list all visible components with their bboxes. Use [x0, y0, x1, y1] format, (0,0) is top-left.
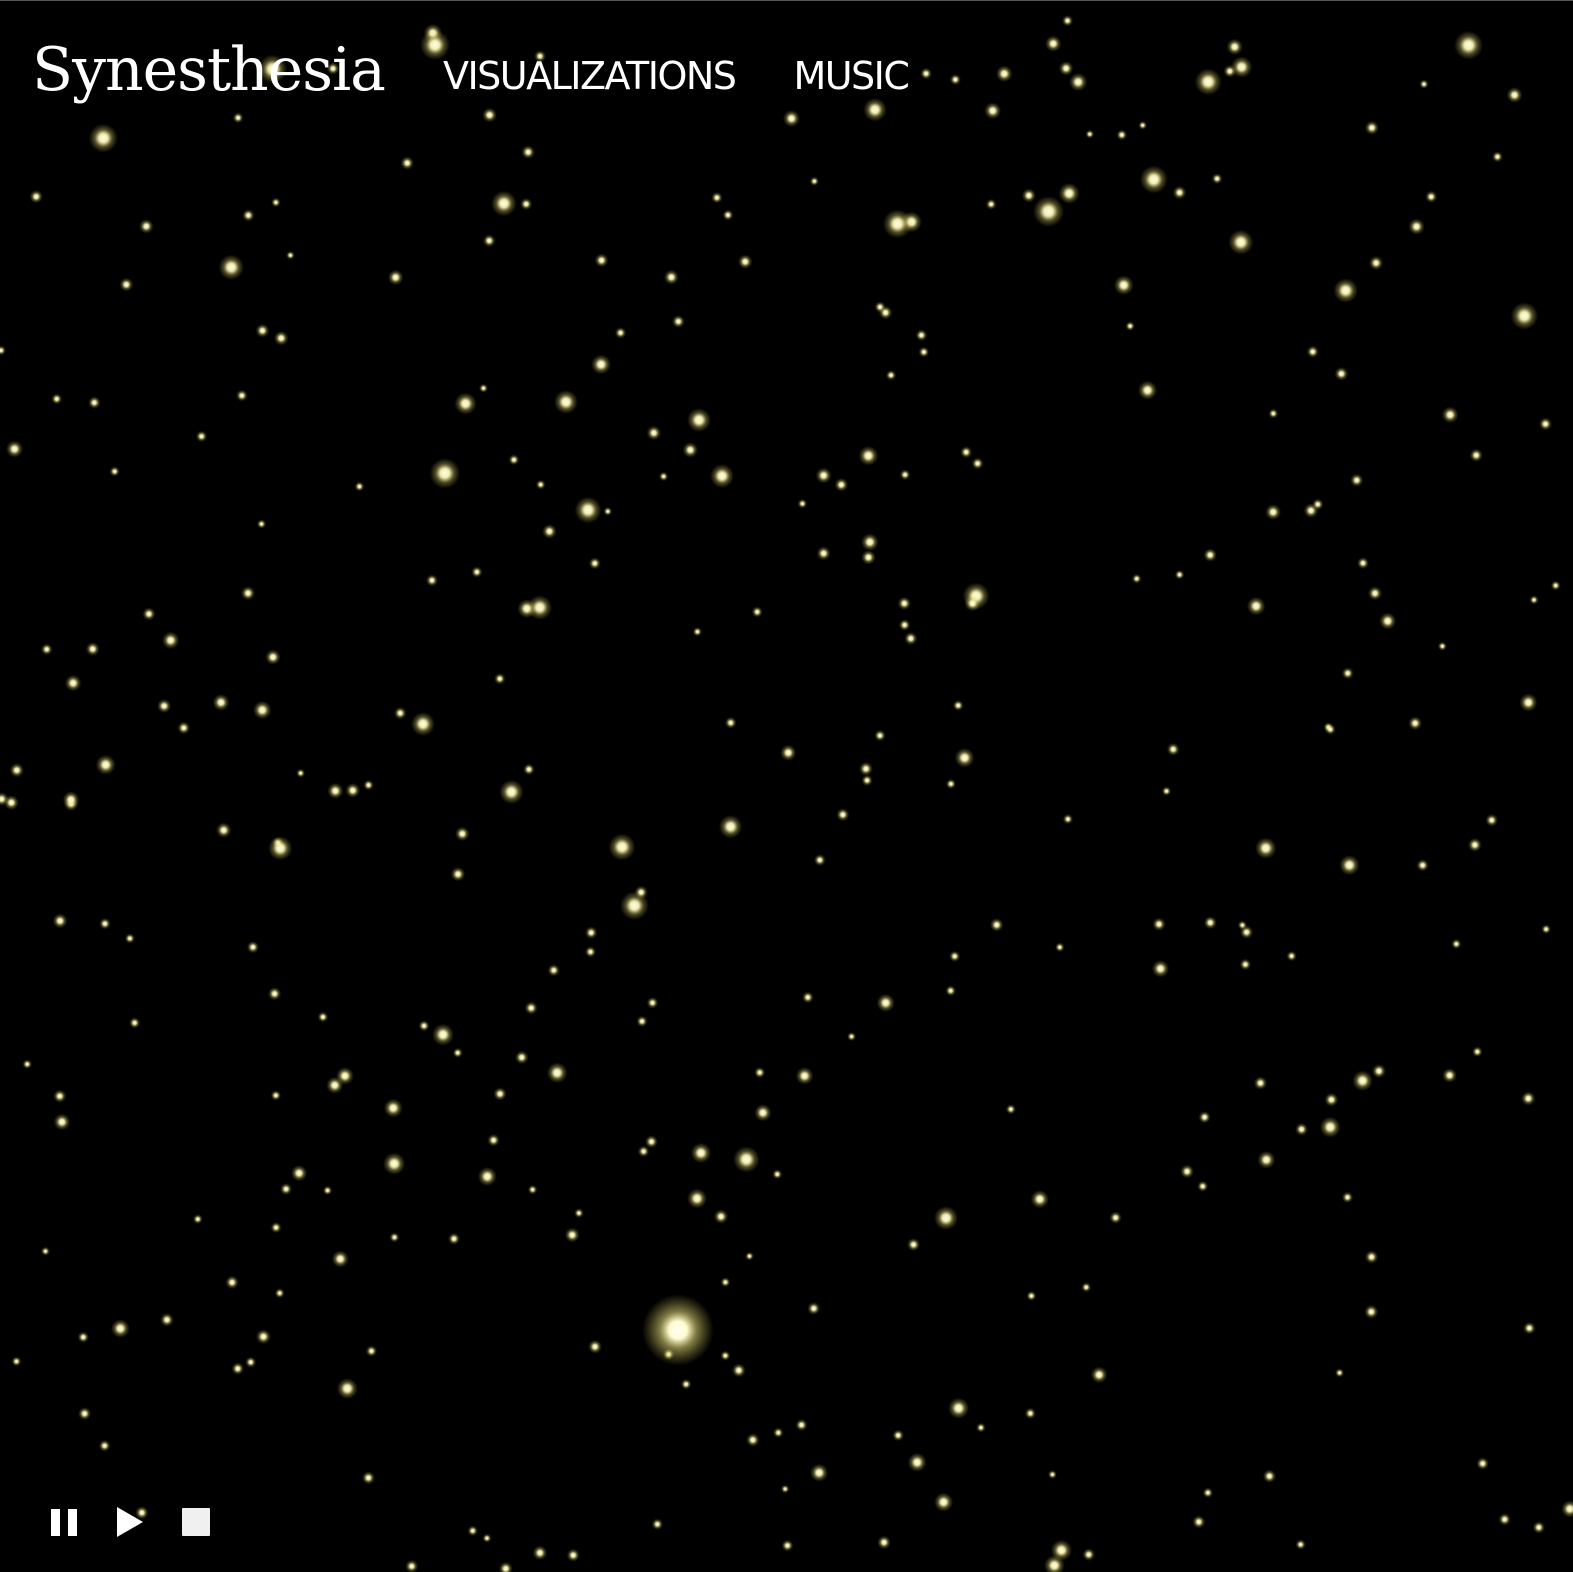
top-border	[0, 0, 1573, 1]
nav-visualizations[interactable]: VISUALIZATIONS	[442, 54, 737, 98]
site-header: Synesthesia VISUALIZATIONS MUSIC	[32, 30, 966, 110]
brand-logo[interactable]: Synesthesia	[32, 35, 386, 105]
play-icon	[117, 1507, 143, 1537]
pause-icon	[51, 1508, 77, 1536]
playback-controls	[46, 1502, 244, 1542]
pause-button[interactable]	[46, 1504, 82, 1540]
stop-icon	[182, 1508, 210, 1536]
stop-button[interactable]	[178, 1504, 214, 1540]
nav-music[interactable]: MUSIC	[793, 54, 909, 98]
play-button[interactable]	[112, 1504, 148, 1540]
